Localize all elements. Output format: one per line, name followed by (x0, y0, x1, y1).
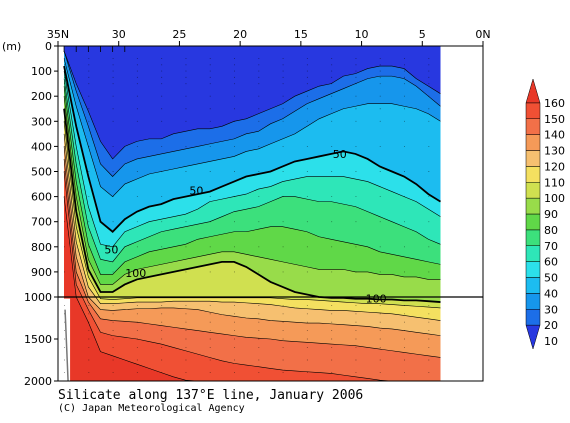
colorbar-swatch-100 (525, 182, 541, 199)
x-axis: 35N 30 25 20 15 10 5 0N (47, 28, 491, 46)
x-tick-label: 25 (172, 28, 186, 41)
colorbar-swatch-20 (525, 309, 541, 326)
y-tick-label: 1500 (24, 333, 52, 346)
station-ticks (63, 46, 126, 52)
y-tick-label: 900 (31, 266, 52, 279)
credit-text: (C) Japan Meteorological Agency (58, 403, 245, 414)
x-tick-label: 30 (112, 28, 126, 41)
contour-120 (63, 133, 441, 321)
contour-60 (63, 71, 441, 248)
chart-title: Silicate along 137°E line, January 2006 (58, 388, 363, 403)
band-above-155 (64, 196, 441, 381)
colorbar-label: 80 (544, 224, 558, 237)
colorbar-label: 50 (544, 272, 558, 285)
colorbar-label: 90 (544, 208, 558, 221)
y-tick-label: 500 (31, 166, 52, 179)
colorbar-label: 10 (544, 335, 558, 348)
contour-50 (63, 65, 441, 233)
no-data-area (440, 46, 483, 381)
contour-130 (63, 146, 441, 336)
x-tick-label: 20 (233, 28, 247, 41)
y-tick-label: 700 (31, 216, 52, 229)
colorbar-swatch-130 (525, 134, 541, 151)
colorbar-swatch-50 (525, 261, 541, 278)
band-above-140 (64, 158, 441, 381)
y-tick-label: 300 (31, 115, 52, 128)
x-tick-label: 15 (294, 28, 308, 41)
contour-90 (63, 96, 441, 285)
sample-points (63, 46, 430, 374)
x-tick-label: 35N (47, 28, 69, 41)
contour-30 (63, 50, 441, 177)
contour-150 (63, 171, 441, 381)
contour-80 (63, 86, 441, 275)
y-tick-label: 800 (31, 241, 52, 254)
y-axis-unit-label: (m) (2, 40, 21, 53)
contour-label-3: 100 (125, 267, 146, 280)
colorbar-label: 130 (544, 145, 565, 158)
contour-label-2: 50 (104, 243, 118, 256)
colorbar-label: 110 (544, 176, 565, 189)
colorbar-swatch-150 (525, 102, 541, 119)
x-tick-label: 10 (355, 28, 369, 41)
x-tick-label: 5 (419, 28, 426, 41)
colorbar-swatch-10 (525, 324, 541, 350)
y-tick-label: 2000 (24, 375, 52, 388)
colorbar-swatch-60 (525, 245, 541, 262)
colorbar-label: 20 (544, 319, 558, 332)
contour-70 (63, 78, 441, 263)
contour-20 (63, 50, 441, 160)
y-tick-label: 600 (31, 191, 52, 204)
colorbar-label: 70 (544, 240, 558, 253)
colorbar-swatch-140 (525, 118, 541, 135)
colorbar-label: 30 (544, 303, 558, 316)
contour-140 (63, 158, 441, 358)
y-tick-label: 400 (31, 140, 52, 153)
contour-label-0: 50 (333, 148, 347, 161)
contour-label-4: 100 (366, 292, 387, 305)
colorbar-swatch-160 (525, 78, 541, 104)
colorbar-label: 140 (544, 129, 565, 142)
silicate-color-bands (58, 46, 483, 381)
y-tick-label: 0 (45, 40, 52, 53)
contour-40 (63, 58, 441, 198)
contour-labels: 50 50 50 100 100 (104, 148, 387, 305)
colorbar-swatch-30 (525, 293, 541, 310)
sample-dot-grid (64, 58, 430, 374)
plot-frame (57, 45, 484, 382)
bottom-line (64, 309, 69, 381)
colorbar-swatch-120 (525, 150, 541, 167)
band-above-130 (64, 146, 441, 381)
colorbar-label: 100 (544, 192, 565, 205)
colorbar-swatch-110 (525, 166, 541, 183)
contour-100 (63, 108, 441, 303)
contour-155 (63, 196, 441, 381)
colorbar-swatch-40 (525, 277, 541, 294)
colorbar-label: 150 (544, 113, 565, 126)
y-tick-label: 200 (31, 90, 52, 103)
colorbar-label: 40 (544, 287, 558, 300)
y-tick-label: 100 (31, 65, 52, 78)
y-tick-label: 1000 (24, 291, 52, 304)
colorbar-swatch-90 (525, 197, 541, 215)
contour-lines (63, 50, 441, 381)
colorbar-swatch-80 (525, 213, 541, 231)
colorbar-swatch-70 (525, 229, 541, 246)
contour-label-1: 50 (189, 184, 203, 197)
colorbar-label: 60 (544, 256, 558, 269)
colorbar-label: 120 (544, 160, 565, 173)
x-tick-label: 0N (475, 28, 490, 41)
colorbar: 10 20 30 40 50 60 70 80 90 100 110 120 130 140 150 160 (525, 78, 565, 350)
contour-110 (63, 121, 441, 309)
colorbar-label: 160 (544, 97, 565, 110)
y-axis: 0 100 200 300 400 500 600 700 800 900 1000 1500 2000 (24, 40, 58, 388)
